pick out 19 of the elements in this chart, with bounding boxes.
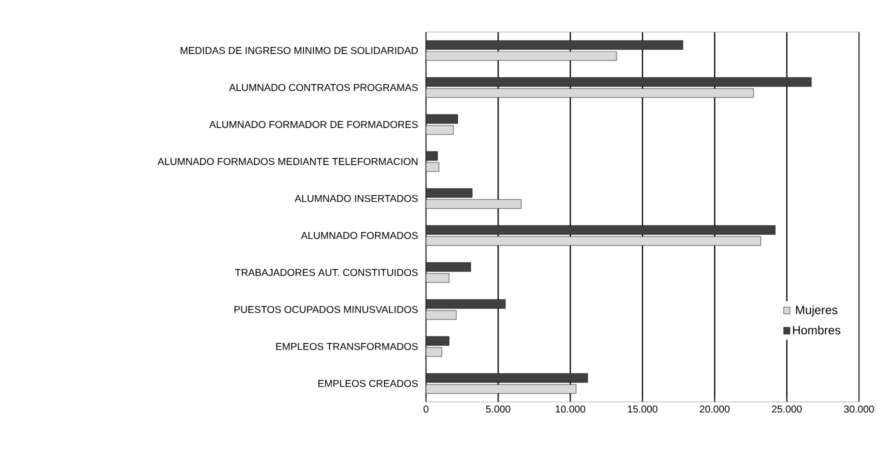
x-tick-label: 20.000 [700, 406, 730, 413]
y-tick-label: ALUMNADO FORMADOR DE FORMADORES [209, 120, 418, 128]
y-tick-label: PUESTOS OCUPADOS MINUSVALIDOS [234, 306, 418, 314]
y-tick-label: ALUMNADO FORMADOS [300, 232, 418, 240]
x-tick-label: 0 [424, 406, 428, 413]
x-tick-label: 5.000 [486, 406, 510, 413]
legend-label: Mujeres [796, 305, 838, 317]
x-tick-label: 25.000 [772, 406, 802, 413]
y-tick-label: ALUMNADO INSERTADOS [294, 194, 418, 202]
x-tick-label: 10.000 [556, 406, 586, 413]
y-tick-label: EMPLEOS CREADOS [318, 380, 418, 388]
y-tick-label: ALUMNADO CONTRATOS PROGRAMAS [229, 84, 418, 92]
x-tick-label: 15.000 [628, 406, 658, 413]
y-tick-label: ALUMNADO FORMADOS MEDIANTE TELEFORMACION [158, 158, 418, 166]
y-tick-label: MEDIDAS DE INGRESO MINIMO DE SOLIDARIDAD [180, 46, 418, 54]
legend-label: Hombres [793, 326, 840, 334]
x-tick-label: 30.000 [844, 406, 874, 413]
y-tick-label: TRABAJADORES AUT. CONSTITUIDOS [235, 268, 418, 276]
y-tick-label: EMPLEOS TRANSFORMADOS [276, 342, 418, 350]
